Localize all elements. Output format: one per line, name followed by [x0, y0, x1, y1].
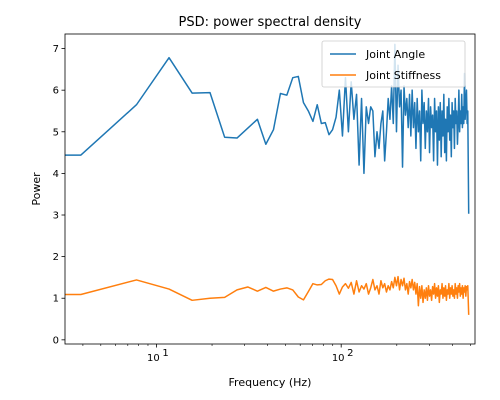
x-tick-label: 10 [332, 353, 345, 364]
y-tick-label: 2 [53, 252, 59, 263]
legend-entry: Joint Stiffness [365, 69, 441, 82]
legend-entry: Joint Angle [365, 48, 425, 61]
series-layer [65, 43, 470, 315]
chart-title: PSD: power spectral density [179, 15, 362, 30]
x-tick-exponent: 1 [162, 348, 168, 359]
y-tick-label: 1 [53, 294, 59, 305]
series-line-joint-angle [65, 43, 470, 214]
plot-area [64, 33, 476, 345]
y-axis-label: Power [30, 172, 43, 206]
y-axis: 0 1 2 3 4 5 6 7 [53, 44, 65, 346]
x-tick-label: 10 [147, 353, 160, 364]
y-tick-label: 0 [53, 335, 59, 346]
x-tick-exponent: 2 [347, 348, 353, 359]
y-tick-label: 6 [53, 86, 59, 97]
x-axis-label: Frequency (Hz) [229, 376, 312, 389]
legend-box [321, 40, 466, 88]
series-line-joint-stiffness [65, 275, 470, 315]
y-tick-label: 4 [53, 169, 59, 180]
y-tick-label: 3 [53, 211, 59, 222]
y-tick-label: 5 [53, 127, 59, 138]
legend: Joint Angle Joint Stiffness [321, 40, 466, 88]
y-tick-label: 7 [53, 44, 59, 55]
x-axis: 10 1 10 2 [82, 344, 471, 364]
axes-frame [64, 33, 476, 345]
